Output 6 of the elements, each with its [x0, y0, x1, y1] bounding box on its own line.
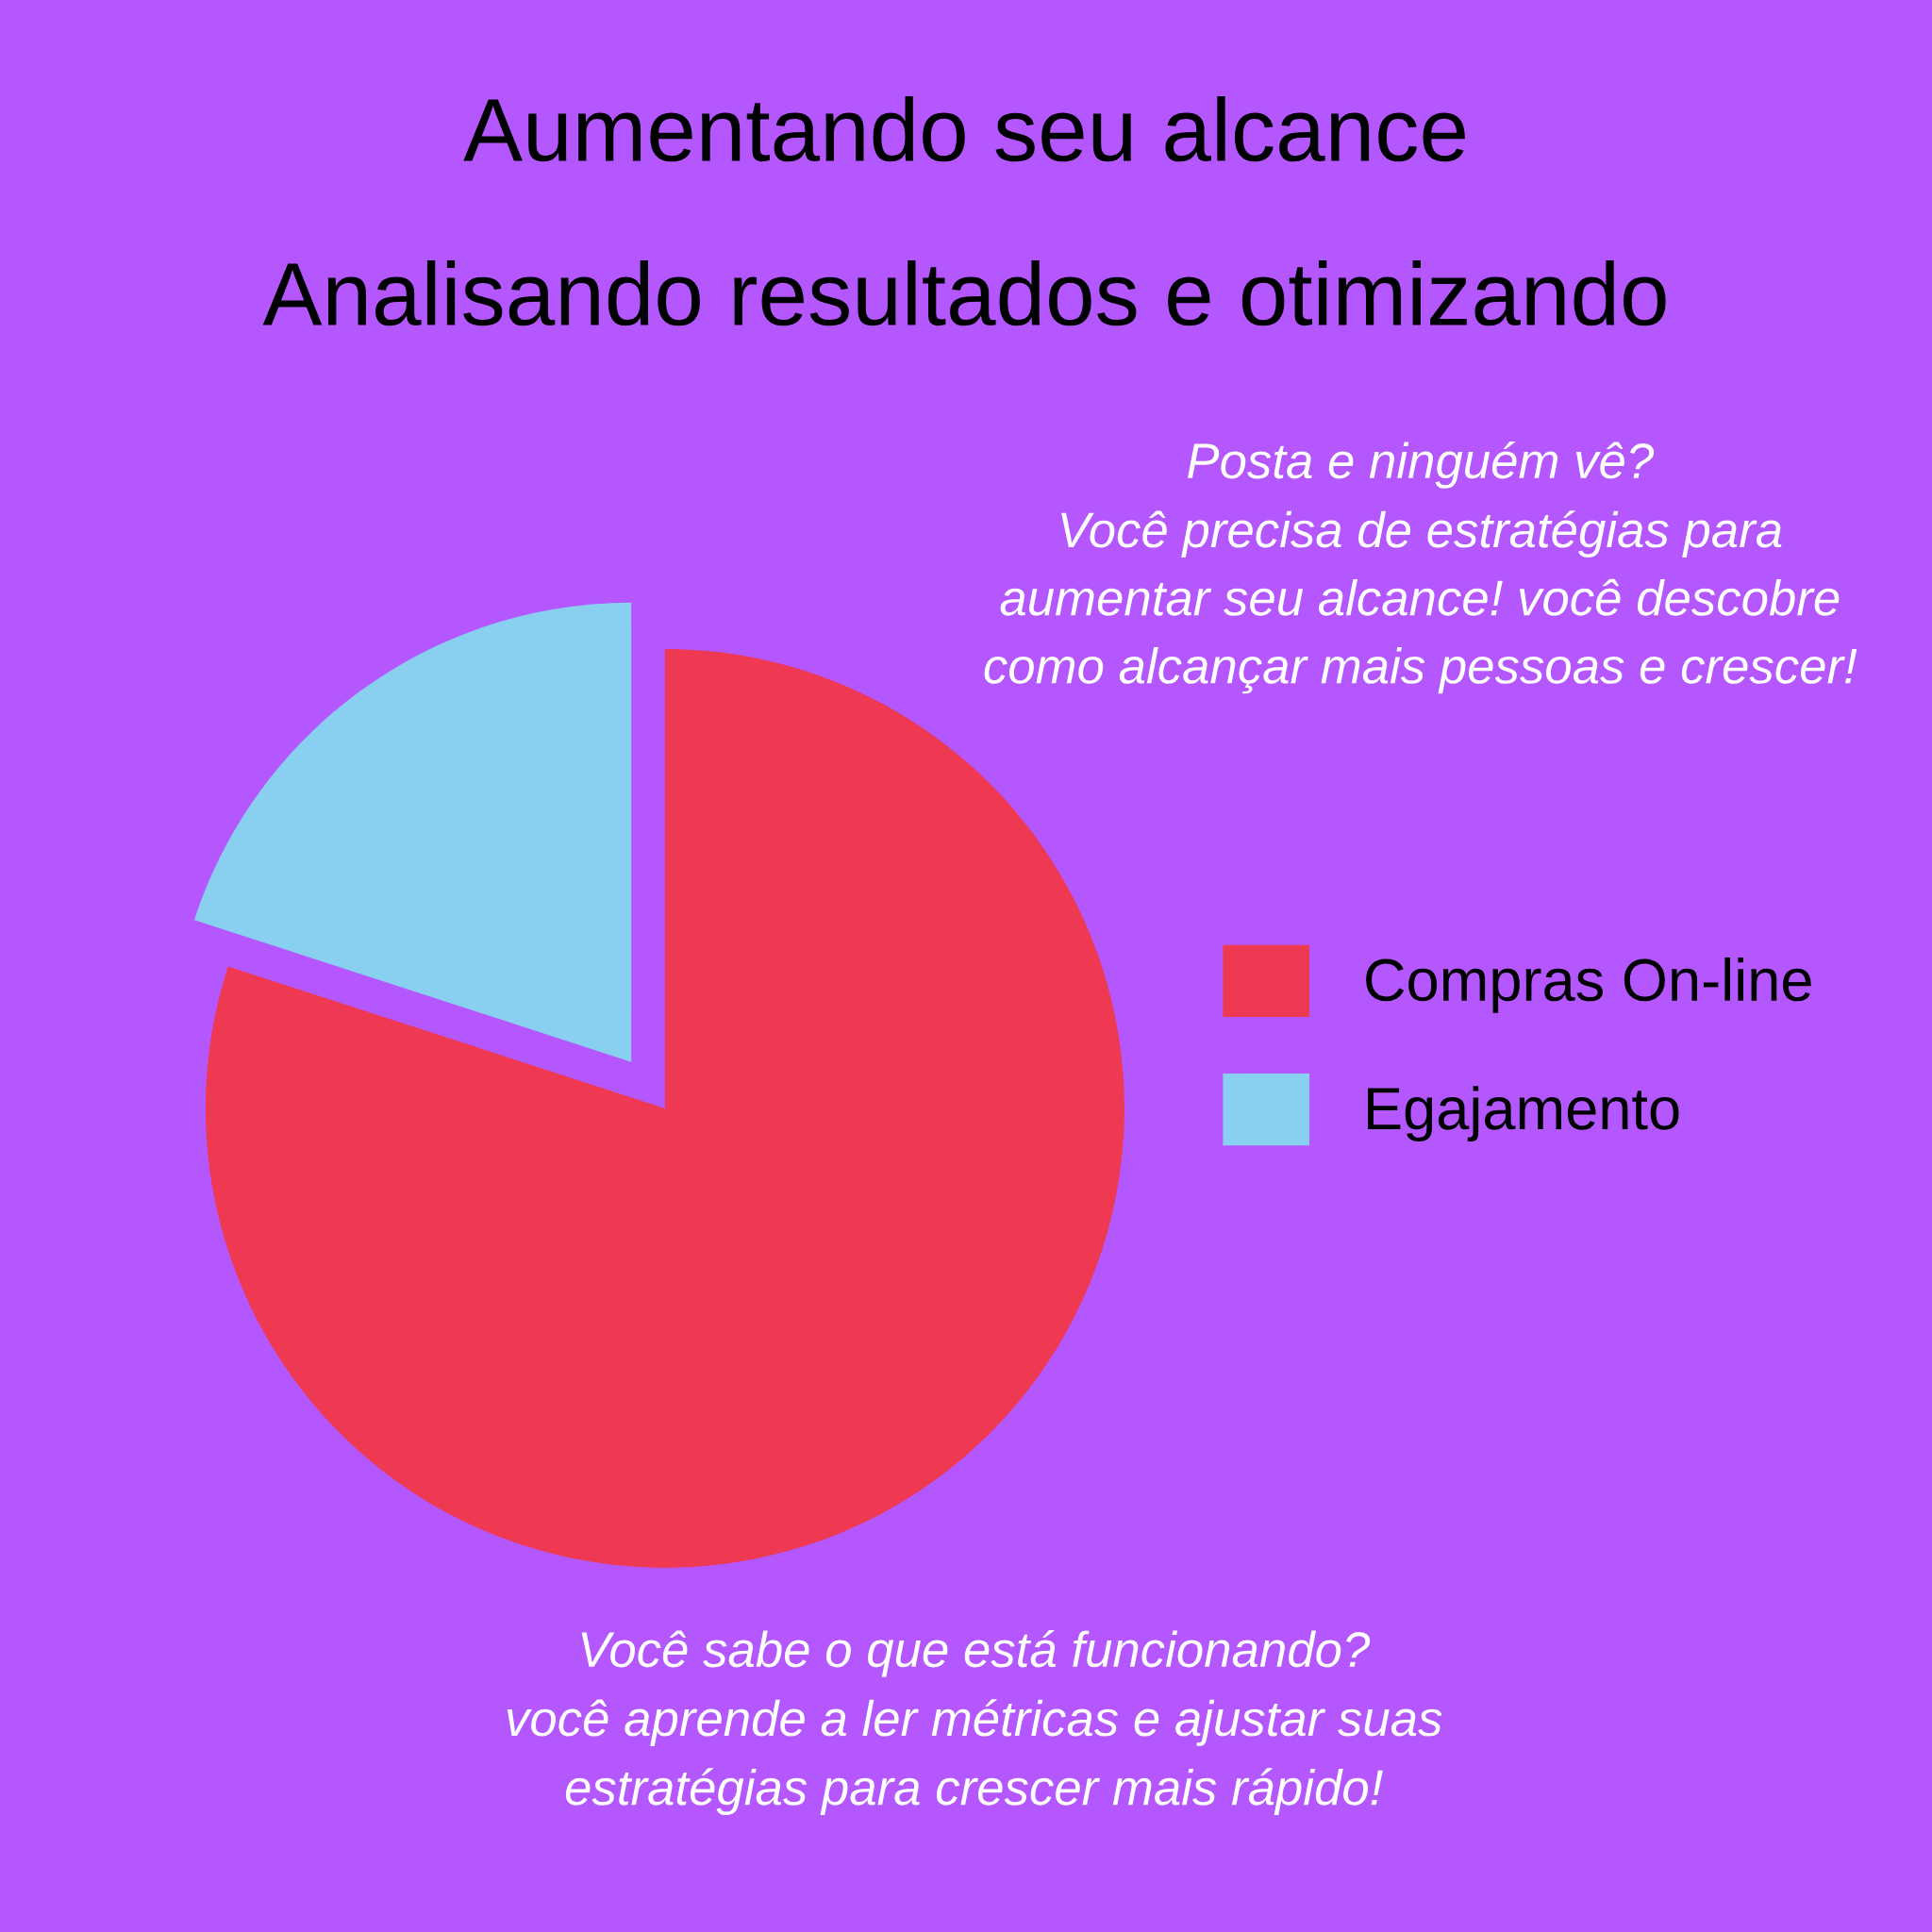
text: Você sabe o que está funcionando? você aprende a ler métricas e ajustar suas estratégias para crescer mais rápido! — [507, 1630, 1442, 1816]
chart-subtitle: Analisando resultados e otimizando — [262, 259, 1666, 326]
chart-title: Aumentando seu alcance — [463, 95, 1465, 162]
legend-label: Egajamento — [1368, 1086, 1679, 1142]
text: Posta e ninguém vê? Você precisa de estratégias para aumentar seu alcance! você descobre como alcançar mais pessoas e crescer! — [984, 441, 1857, 694]
legend-label: Compras On-line — [1366, 957, 1811, 1013]
